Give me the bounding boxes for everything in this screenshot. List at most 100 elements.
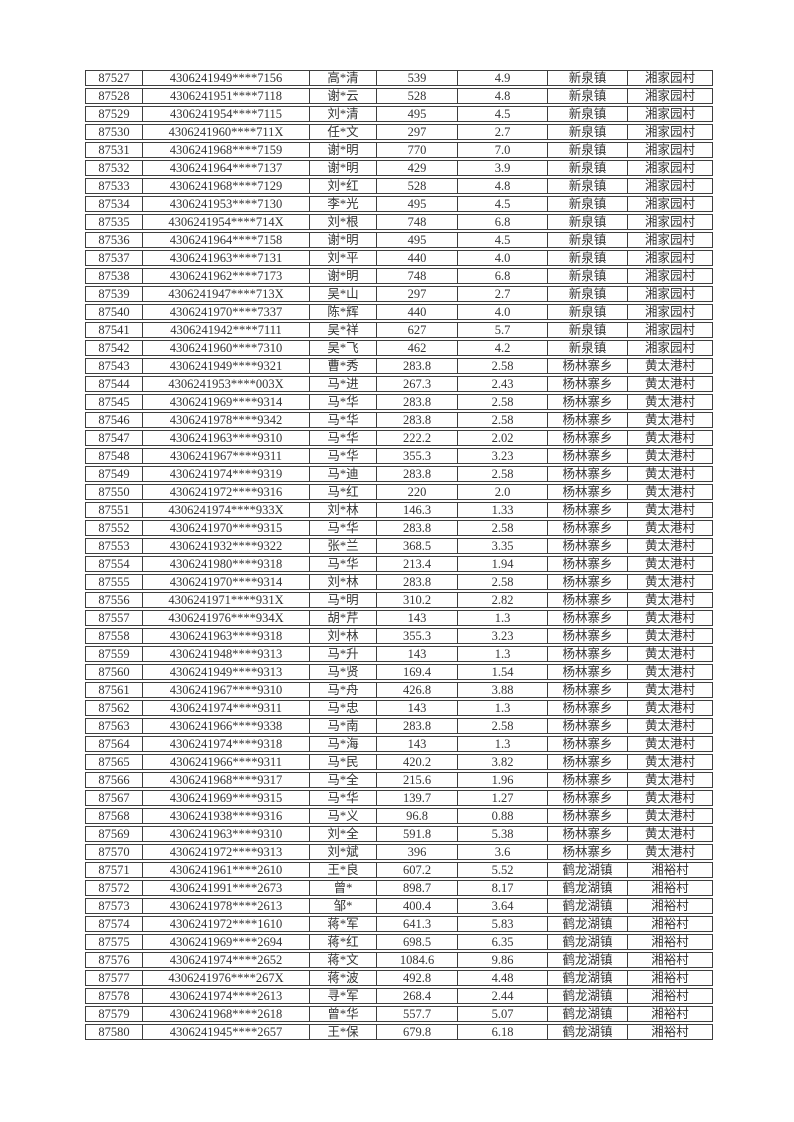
cell-rate: 4.0 <box>458 304 548 320</box>
cell-masked-id-number: 4306241953****003X <box>143 376 310 392</box>
cell-village: 湘家园村 <box>628 232 713 248</box>
cell-rate: 3.35 <box>458 538 548 554</box>
cell-rate: 2.0 <box>458 484 548 500</box>
cell-sequence-number: 87538 <box>85 268 143 284</box>
cell-rate: 2.58 <box>458 574 548 590</box>
cell-sequence-number: 87576 <box>85 952 143 968</box>
cell-masked-id-number: 4306241948****9313 <box>143 646 310 662</box>
cell-town: 杨林寨乡 <box>548 376 628 392</box>
cell-masked-name: 曹*秀 <box>310 358 377 374</box>
cell-masked-id-number: 4306241974****933X <box>143 502 310 518</box>
cell-sequence-number: 87532 <box>85 160 143 176</box>
cell-village: 湘家园村 <box>628 160 713 176</box>
cell-village: 黄太港村 <box>628 556 713 572</box>
cell-town: 杨林寨乡 <box>548 574 628 590</box>
cell-masked-name: 刘*林 <box>310 502 377 518</box>
cell-sequence-number: 87571 <box>85 862 143 878</box>
cell-amount: 139.7 <box>377 790 458 806</box>
cell-town: 鹤龙湖镇 <box>548 970 628 986</box>
cell-masked-id-number: 4306241942****7111 <box>143 322 310 338</box>
cell-masked-id-number: 4306241949****9321 <box>143 358 310 374</box>
table-row: 87567 4306241969****9315 马*华 139.7 1.27 … <box>85 790 713 806</box>
cell-masked-id-number: 4306241969****9314 <box>143 394 310 410</box>
cell-masked-id-number: 4306241945****2657 <box>143 1024 310 1040</box>
cell-masked-id-number: 4306241967****9310 <box>143 682 310 698</box>
cell-town: 新泉镇 <box>548 160 628 176</box>
cell-masked-name: 马*华 <box>310 790 377 806</box>
cell-masked-name: 蒋*红 <box>310 934 377 950</box>
cell-town: 鹤龙湖镇 <box>548 880 628 896</box>
cell-sequence-number: 87542 <box>85 340 143 356</box>
cell-sequence-number: 87531 <box>85 142 143 158</box>
cell-sequence-number: 87562 <box>85 700 143 716</box>
cell-rate: 2.43 <box>458 376 548 392</box>
cell-sequence-number: 87580 <box>85 1024 143 1040</box>
table-row: 87551 4306241974****933X 刘*林 146.3 1.33 … <box>85 502 713 518</box>
cell-amount: 355.3 <box>377 448 458 464</box>
cell-amount: 283.8 <box>377 718 458 734</box>
cell-amount: 495 <box>377 106 458 122</box>
table-row: 87563 4306241966****9338 马*南 283.8 2.58 … <box>85 718 713 734</box>
cell-masked-name: 马*红 <box>310 484 377 500</box>
cell-masked-name: 谢*明 <box>310 142 377 158</box>
cell-masked-name: 陈*辉 <box>310 304 377 320</box>
cell-sequence-number: 87530 <box>85 124 143 140</box>
cell-town: 新泉镇 <box>548 178 628 194</box>
cell-rate: 3.23 <box>458 448 548 464</box>
cell-masked-name: 马*舟 <box>310 682 377 698</box>
cell-rate: 2.02 <box>458 430 548 446</box>
cell-masked-id-number: 4306241947****713X <box>143 286 310 302</box>
cell-rate: 5.7 <box>458 322 548 338</box>
cell-masked-name: 谢*明 <box>310 232 377 248</box>
cell-rate: 6.8 <box>458 214 548 230</box>
cell-amount: 368.5 <box>377 538 458 554</box>
cell-rate: 1.3 <box>458 610 548 626</box>
cell-sequence-number: 87567 <box>85 790 143 806</box>
cell-town: 鹤龙湖镇 <box>548 1006 628 1022</box>
cell-rate: 2.58 <box>458 718 548 734</box>
cell-masked-name: 刘*斌 <box>310 844 377 860</box>
cell-amount: 283.8 <box>377 574 458 590</box>
cell-town: 新泉镇 <box>548 340 628 356</box>
table-row: 87532 4306241964****7137 谢*明 429 3.9 新泉镇… <box>85 160 713 176</box>
cell-sequence-number: 87569 <box>85 826 143 842</box>
cell-rate: 2.7 <box>458 124 548 140</box>
cell-amount: 96.8 <box>377 808 458 824</box>
cell-village: 湘家园村 <box>628 106 713 122</box>
table-row: 87564 4306241974****9318 马*海 143 1.3 杨林寨… <box>85 736 713 752</box>
table-row: 87531 4306241968****7159 谢*明 770 7.0 新泉镇… <box>85 142 713 158</box>
cell-amount: 283.8 <box>377 520 458 536</box>
cell-village: 黄太港村 <box>628 592 713 608</box>
cell-village: 黄太港村 <box>628 538 713 554</box>
cell-masked-id-number: 4306241954****7115 <box>143 106 310 122</box>
cell-rate: 4.48 <box>458 970 548 986</box>
cell-sequence-number: 87553 <box>85 538 143 554</box>
cell-sequence-number: 87533 <box>85 178 143 194</box>
cell-amount: 143 <box>377 646 458 662</box>
cell-town: 杨林寨乡 <box>548 628 628 644</box>
cell-sequence-number: 87548 <box>85 448 143 464</box>
cell-amount: 641.3 <box>377 916 458 932</box>
cell-sequence-number: 87561 <box>85 682 143 698</box>
cell-amount: 268.4 <box>377 988 458 1004</box>
table-row: 87529 4306241954****7115 刘*清 495 4.5 新泉镇… <box>85 106 713 122</box>
cell-rate: 3.23 <box>458 628 548 644</box>
cell-masked-id-number: 4306241968****9317 <box>143 772 310 788</box>
cell-town: 新泉镇 <box>548 214 628 230</box>
cell-town: 新泉镇 <box>548 106 628 122</box>
cell-sequence-number: 87541 <box>85 322 143 338</box>
cell-town: 新泉镇 <box>548 304 628 320</box>
cell-amount: 770 <box>377 142 458 158</box>
cell-village: 湘裕村 <box>628 880 713 896</box>
table-row: 87552 4306241970****9315 马*华 283.8 2.58 … <box>85 520 713 536</box>
table-row: 87540 4306241970****7337 陈*辉 440 4.0 新泉镇… <box>85 304 713 320</box>
cell-masked-name: 马*忠 <box>310 700 377 716</box>
cell-town: 杨林寨乡 <box>548 412 628 428</box>
cell-masked-id-number: 4306241978****2613 <box>143 898 310 914</box>
cell-rate: 5.83 <box>458 916 548 932</box>
cell-amount: 1084.6 <box>377 952 458 968</box>
cell-masked-name: 谢*云 <box>310 88 377 104</box>
cell-masked-id-number: 4306241963****7131 <box>143 250 310 266</box>
cell-amount: 440 <box>377 250 458 266</box>
cell-masked-id-number: 4306241938****9316 <box>143 808 310 824</box>
